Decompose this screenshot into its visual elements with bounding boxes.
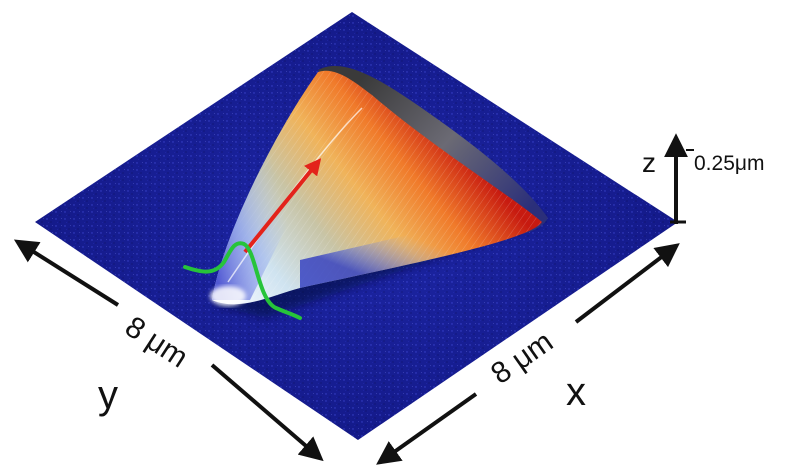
z-scale-label: 0.25μm <box>694 152 764 175</box>
growth-direction-arrow <box>243 158 322 254</box>
z-scale-bar: z 0.25μm <box>642 133 764 224</box>
triangle-structure <box>210 70 542 306</box>
z-axis-label: z <box>642 147 656 178</box>
y-axis-label: y <box>98 373 118 417</box>
x-axis-label: x <box>566 370 586 414</box>
height-profile-curve <box>183 241 302 320</box>
